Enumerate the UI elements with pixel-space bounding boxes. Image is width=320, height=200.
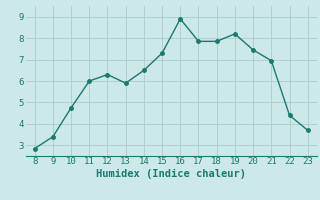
X-axis label: Humidex (Indice chaleur): Humidex (Indice chaleur)	[96, 169, 246, 179]
